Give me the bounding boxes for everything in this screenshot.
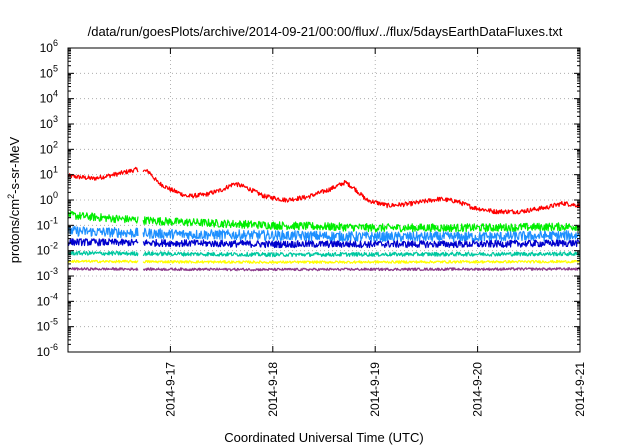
y-axis-label-pre: protons/cm	[7, 199, 22, 263]
series-line-6	[67, 259, 581, 264]
chart-title: /data/run/goesPlots/archive/2014-09-21/0…	[88, 24, 563, 39]
y-tick-label: 10-1	[37, 215, 58, 232]
x-axis-label: Coordinated Universal Time (UTC)	[224, 430, 423, 445]
x-tick-label: 2014-9-20	[471, 362, 485, 417]
series-line-1	[67, 166, 581, 215]
grid-lines	[68, 48, 580, 352]
y-axis-ticks: 10-6 10-5 10-4 10-3 10-2 10-1 100 101 102 103 104 1…	[37, 38, 580, 359]
y-axis-label-post: -s-sr-MeV	[7, 136, 22, 193]
x-tick-label: 2014-9-18	[266, 362, 280, 417]
y-tick-label: 106	[40, 38, 58, 55]
y-tick-label: 10-5	[37, 317, 58, 334]
y-tick-label: 104	[40, 89, 58, 106]
x-axis-ticks: 2014-9-17 2014-9-18 2014-9-19 2014-9-20 2014…	[163, 48, 587, 417]
y-axis-label-sup: 2	[6, 194, 16, 199]
y-tick-label: 10-3	[37, 266, 58, 283]
y-tick-label: 103	[40, 114, 58, 131]
y-axis-label: protons/cm2-s-sr-MeV	[6, 136, 22, 263]
y-tick-label: 10-4	[37, 291, 58, 308]
series-line-5	[67, 250, 581, 258]
series-line-3	[67, 225, 581, 243]
series-line-4	[67, 238, 581, 249]
series-line-2	[67, 210, 581, 233]
y-tick-label: 105	[40, 63, 58, 80]
y-tick-label: 100	[40, 190, 58, 207]
y-tick-label: 10-6	[37, 342, 58, 359]
x-tick-label: 2014-9-17	[163, 362, 177, 417]
y-tick-label: 101	[40, 165, 58, 182]
series-layer	[67, 166, 581, 272]
x-tick-label: 2014-9-21	[573, 362, 587, 417]
y-tick-label: 10-2	[37, 241, 58, 258]
y-tick-label: 102	[40, 139, 58, 156]
series-line-7	[67, 267, 581, 272]
x-tick-label: 2014-9-19	[368, 362, 382, 417]
